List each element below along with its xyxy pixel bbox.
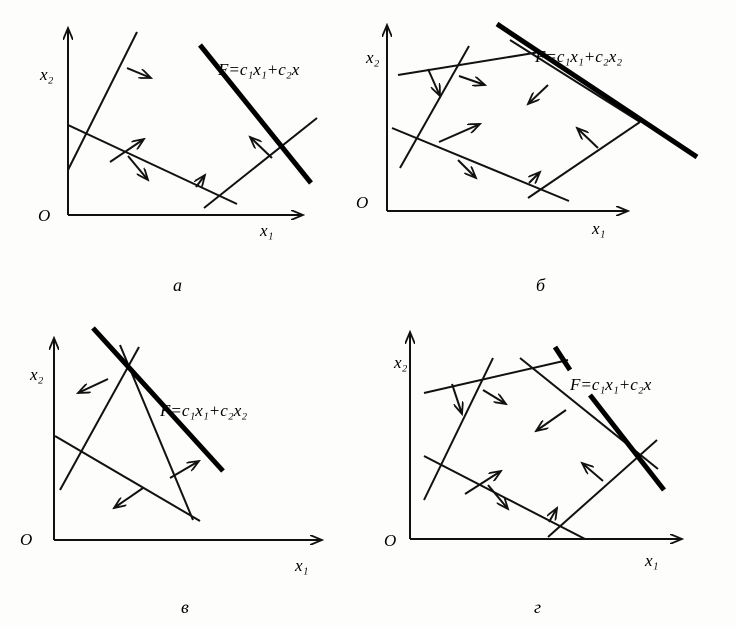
panel-v-objective-line [91,326,225,473]
panel-g-objective-line-segment [552,345,573,372]
panel-b-direction-arrow [529,172,540,183]
panel-g-constraint-1 [423,359,569,394]
panel-b-objective-label: F=c₁x₁+c₂x₂ [534,47,622,66]
panel-v-caption: в [181,597,189,617]
panel-b-x-label: x₁ [591,219,605,238]
panel-v-direction-arrow [114,487,144,508]
panel-a-objective-line [198,43,313,185]
panel-a-constraint-1 [67,31,138,171]
panel-a-caption: а [173,275,182,295]
panel-v-x-label: x₁ [294,556,308,575]
panel-b-origin-label: O [356,193,368,212]
panel-g-direction-arrow [451,383,462,414]
panel-g-y-label: x₂ [393,353,408,372]
panel-v-direction-arrow [78,378,109,393]
panel-a-constraint-3 [203,117,318,209]
panel-g-direction-arrow [582,463,604,482]
panel-b-direction-arrow [457,159,476,178]
panel-b-constraint-3 [391,127,570,202]
panel-b-direction-arrow [458,75,485,85]
panel-v-constraint-3 [54,435,201,522]
panel-v-constraint-1 [59,346,140,491]
panel-b-constraint-2 [399,45,470,169]
panel-b-y-label: x₂ [365,48,380,67]
panel-a-x-label: x₁ [259,221,273,240]
panel-a-y-label: x₂ [39,65,54,84]
panel-b-direction-arrow [438,124,480,143]
panel-g-direction-arrow [536,409,567,431]
panel-g-objective-line [588,393,666,492]
panel-v-y-label: x₂ [29,365,44,384]
panel-b-constraint-5 [509,39,641,123]
panel-b-direction-arrow [577,128,599,149]
panel-v-origin-label: O [20,530,32,549]
panel-g-constraint-2 [423,357,494,501]
panel-b: x₂ x₁ O F=c₁x₁+c₂x₂ б [356,21,699,295]
panel-a: x₂ x₁ O F=c₁x₁+c₂x а [38,28,318,295]
panel-b-constraint-1 [397,51,541,76]
panel-g-objective-label: F=c₁x₁+c₂x [569,375,652,394]
panel-g-direction-arrow [549,508,557,523]
panel-g-x-label: x₁ [644,551,658,570]
panel-g-direction-arrow [464,471,501,495]
panel-g-caption: г [534,597,541,617]
panel-a-origin-label: O [38,206,50,225]
panel-b-constraint-4 [527,121,641,199]
panel-b-caption: б [536,275,546,295]
panel-b-objective-line [495,21,699,160]
panel-v-direction-arrow [169,461,199,479]
panel-a-direction-arrow [196,175,205,188]
panel-b-direction-arrow [528,84,549,104]
panel-g-origin-label: O [384,531,396,550]
panel-a-direction-arrow [109,139,144,163]
panel-b-direction-arrow [427,68,440,96]
panel-a-objective-label: F=c₁x₁+c₂x [217,60,300,79]
panel-g-direction-arrow [487,484,508,509]
panel-v: x₂ x₁ O F=c₁x₁+c₂x₂ в [20,326,322,617]
panel-a-constraint-2 [67,124,238,205]
panel-a-direction-arrow [126,67,151,79]
panel-a-direction-arrow [250,137,273,159]
panel-a-direction-arrow [127,155,148,180]
panel-g-direction-arrow [482,389,506,404]
panel-g: x₂ x₁ O F=c₁x₁+c₂x г [384,332,682,617]
panel-v-objective-label: F=c₁x₁+c₂x₂ [159,401,247,420]
